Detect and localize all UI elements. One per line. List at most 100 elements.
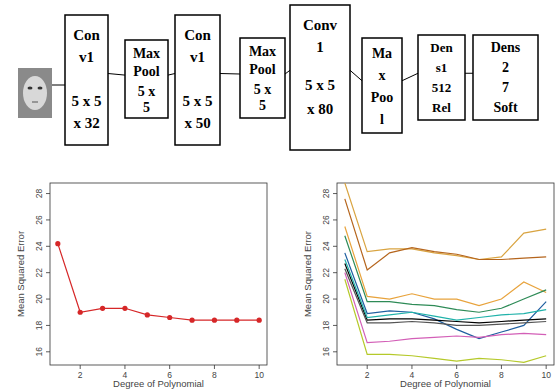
connector bbox=[465, 73, 473, 74]
y-tick bbox=[333, 351, 337, 352]
y-tick-label: 24 bbox=[321, 241, 331, 251]
image-eye bbox=[28, 87, 33, 90]
y-tick bbox=[333, 325, 337, 326]
y-tick bbox=[46, 193, 50, 194]
point bbox=[257, 318, 262, 323]
layer-box bbox=[473, 35, 538, 120]
series-line bbox=[345, 183, 546, 259]
y-tick bbox=[46, 351, 50, 352]
point bbox=[189, 318, 194, 323]
layer-label: 5 bbox=[259, 98, 266, 113]
layer-label: x 50 bbox=[184, 115, 210, 131]
layer-label: 2 bbox=[502, 60, 509, 75]
y-tick-label: 24 bbox=[34, 241, 44, 251]
y-tick-label: 22 bbox=[34, 268, 44, 278]
layer-label: l bbox=[380, 112, 384, 127]
y-tick bbox=[333, 272, 337, 273]
y-tick-label: 18 bbox=[321, 320, 331, 330]
series-line bbox=[345, 273, 546, 343]
point bbox=[78, 310, 83, 315]
layer-label: x 32 bbox=[73, 115, 99, 131]
layer-label: 5 x bbox=[138, 84, 156, 99]
layer-label: 7 bbox=[502, 80, 509, 95]
image-bg bbox=[18, 68, 52, 118]
y-axis-label: Mean Squared Error bbox=[15, 231, 26, 317]
y-tick bbox=[333, 219, 337, 220]
layer-label: 5 bbox=[143, 100, 150, 115]
image-face bbox=[23, 76, 47, 110]
layer-box bbox=[175, 15, 220, 145]
image-mouth bbox=[32, 102, 38, 103]
x-tick bbox=[501, 365, 502, 369]
x-tick bbox=[124, 365, 125, 369]
y-tick-label: 18 bbox=[34, 320, 44, 330]
y-tick-label: 26 bbox=[34, 215, 44, 225]
layer-node: MaxPool5 x5 bbox=[125, 40, 168, 118]
layer-node: Conv15 x 5x 32 bbox=[65, 15, 108, 145]
layer-label: Rel bbox=[432, 100, 451, 115]
x-axis-label: Degree of Polynomial bbox=[113, 378, 204, 389]
layer-label: x bbox=[379, 68, 386, 83]
connector bbox=[52, 85, 65, 86]
series-line bbox=[345, 253, 546, 339]
x-tick-label: 10 bbox=[541, 370, 551, 380]
layer-box bbox=[65, 15, 108, 145]
layer-label: v1 bbox=[190, 49, 205, 65]
y-tick-label: 16 bbox=[321, 347, 331, 357]
x-tick bbox=[546, 365, 547, 369]
series-line bbox=[345, 227, 546, 306]
layer-label: Max bbox=[133, 46, 160, 61]
x-tick-label: 2 bbox=[365, 370, 370, 380]
y-tick-label: 22 bbox=[321, 268, 331, 278]
y-tick-label: 20 bbox=[34, 294, 44, 304]
series-line bbox=[345, 279, 546, 362]
y-tick-label: 26 bbox=[321, 215, 331, 225]
connector bbox=[350, 70, 362, 81]
input-image bbox=[18, 68, 52, 118]
marks bbox=[345, 183, 546, 362]
point bbox=[234, 318, 239, 323]
layer-node: Conv15 x 5x 50 bbox=[175, 15, 220, 145]
point bbox=[145, 312, 150, 317]
layer-label: Con bbox=[184, 27, 211, 43]
layer-node: MaxPool5 x5 bbox=[240, 38, 285, 118]
y-tick bbox=[46, 272, 50, 273]
layer-label: 5 x bbox=[254, 82, 272, 97]
image-eye bbox=[38, 87, 43, 90]
layer-node: MaxPool bbox=[362, 38, 402, 133]
y-tick bbox=[46, 325, 50, 326]
y-tick bbox=[46, 219, 50, 220]
y-tick-label: 20 bbox=[321, 294, 331, 304]
layer-label: Max bbox=[249, 44, 276, 59]
chart: 24681016182022242628Degree of Polynomial… bbox=[15, 183, 267, 389]
plot-frame bbox=[50, 183, 267, 365]
layer-box bbox=[290, 5, 350, 150]
point bbox=[55, 241, 60, 246]
figure: Conv15 x 5x 32 MaxPool5 x5 Con v1 5 x 5 x 50 M… bbox=[0, 0, 555, 390]
series-line bbox=[345, 199, 546, 270]
layer-node: Dens27Soft bbox=[473, 35, 538, 120]
layer-label: v1 bbox=[79, 49, 94, 65]
series-line bbox=[345, 236, 546, 312]
point bbox=[167, 315, 172, 320]
x-tick bbox=[214, 365, 215, 369]
point bbox=[100, 306, 105, 311]
layer-label: Conv bbox=[303, 17, 338, 33]
y-tick bbox=[46, 299, 50, 300]
layer-label: 5 x 5 bbox=[305, 77, 335, 93]
x-tick-label: 10 bbox=[254, 370, 264, 380]
point bbox=[122, 306, 127, 311]
x-tick-label: 2 bbox=[78, 370, 83, 380]
x-tick bbox=[169, 365, 170, 369]
x-axis-label: Degree of Polynomial bbox=[400, 378, 491, 389]
x-tick bbox=[456, 365, 457, 369]
chart: 24681016182022242628Degree of Polynomial… bbox=[302, 183, 554, 389]
layer-box bbox=[125, 40, 168, 118]
layer-label: Ma bbox=[372, 46, 392, 61]
layer-label: x 80 bbox=[307, 101, 333, 117]
layer-box bbox=[418, 35, 465, 120]
layer-box bbox=[240, 38, 285, 118]
layer-label: Dens bbox=[491, 40, 521, 55]
y-axis-label: Mean Squared Error bbox=[302, 231, 313, 317]
x-tick-label: 8 bbox=[499, 370, 504, 380]
